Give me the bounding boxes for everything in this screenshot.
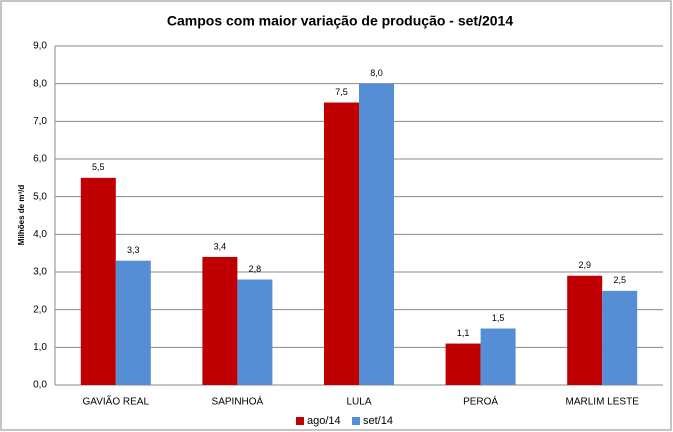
data-label: 5,5 [92, 162, 105, 172]
data-label: 8,0 [370, 68, 383, 78]
y-tick-label: 7,0 [33, 116, 47, 127]
bar [80, 177, 116, 385]
data-label: 3,3 [127, 245, 140, 255]
x-tick-label: PEROÁ [463, 395, 498, 408]
bar [359, 83, 394, 386]
legend-swatch [296, 417, 304, 425]
bar [115, 260, 151, 385]
y-tick-label: 2,0 [33, 304, 47, 315]
y-axis-label: Milhões de m³/d [17, 185, 26, 246]
data-label: 1,5 [492, 313, 505, 323]
x-tick-label: MARLIM LESTE [566, 397, 640, 408]
data-label: 3,4 [214, 241, 227, 251]
bar [602, 290, 638, 385]
data-label: 2,5 [613, 275, 626, 285]
y-tick-label: 4,0 [33, 229, 47, 240]
data-label: 1,1 [457, 328, 470, 338]
bar [480, 328, 516, 385]
y-tick-label: 8,0 [33, 78, 47, 89]
x-tick-label: LULA [346, 397, 371, 408]
y-tick-label: 3,0 [33, 267, 47, 278]
data-label: 2,9 [578, 260, 591, 270]
data-label: 2,8 [249, 264, 262, 274]
legend-label: set/14 [363, 415, 393, 427]
y-tick-label: 0,0 [33, 380, 47, 391]
chart-title: Campos com maior variação de produção - … [167, 13, 513, 29]
bar [324, 102, 359, 385]
y-tick-label: 1,0 [33, 342, 47, 353]
y-tick-label: 5,0 [33, 191, 47, 202]
x-tick-label: GAVIÃO REAL [83, 395, 150, 408]
y-tick-label: 6,0 [33, 154, 47, 165]
bar [237, 279, 273, 385]
x-tick-label: SAPINHOÁ [212, 395, 264, 408]
bar [445, 343, 481, 385]
legend-label: ago/14 [307, 415, 341, 427]
bar [202, 256, 238, 385]
y-tick-label: 9,0 [33, 41, 47, 52]
data-label: 7,5 [335, 87, 348, 97]
legend-swatch [352, 417, 360, 425]
bar [567, 275, 603, 385]
